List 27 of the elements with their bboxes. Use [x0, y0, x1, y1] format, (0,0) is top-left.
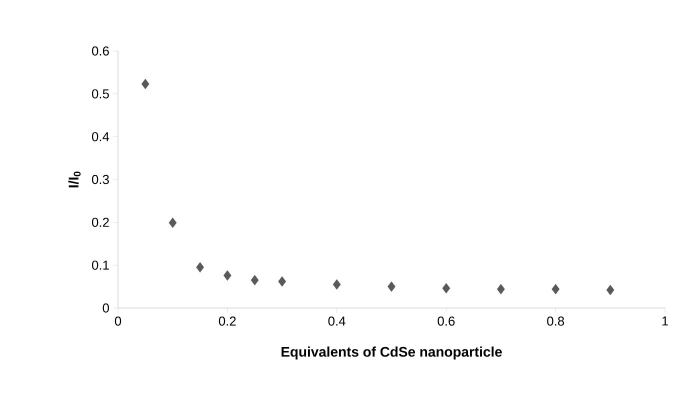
- y-tick-label: 0.6: [92, 46, 109, 56]
- x-tick-label: 0.8: [547, 316, 564, 326]
- y-tick-label: 0.3: [92, 174, 109, 184]
- x-tick-label: 0: [114, 316, 122, 326]
- point: [332, 279, 341, 290]
- point: [223, 270, 232, 281]
- y-tick-label: 0.1: [92, 260, 109, 270]
- point: [388, 281, 396, 292]
- point: [606, 284, 614, 296]
- point: [278, 276, 286, 287]
- y-tick-label: 0.4: [92, 132, 110, 142]
- y-tick-label: 0: [102, 303, 109, 313]
- x-tick-label: 1: [662, 316, 668, 326]
- x-tick-label: 0.6: [438, 316, 455, 326]
- point: [442, 283, 450, 294]
- point: [552, 284, 560, 294]
- point: [141, 78, 150, 90]
- point: [168, 218, 177, 228]
- point: [250, 274, 259, 286]
- x-tick-label: 0.4: [328, 316, 346, 326]
- y-axis-title: I/I$_{0}$: [68, 172, 81, 188]
- x-axis-title: Equivalents of CdSe nanoparticle: [282, 346, 502, 360]
- y-tick-label: 0.2: [92, 218, 109, 227]
- y-tick-label: 0.5: [92, 89, 109, 98]
- point: [496, 284, 505, 294]
- x-tick-label: 0.2: [218, 316, 236, 326]
- point: [196, 262, 204, 273]
